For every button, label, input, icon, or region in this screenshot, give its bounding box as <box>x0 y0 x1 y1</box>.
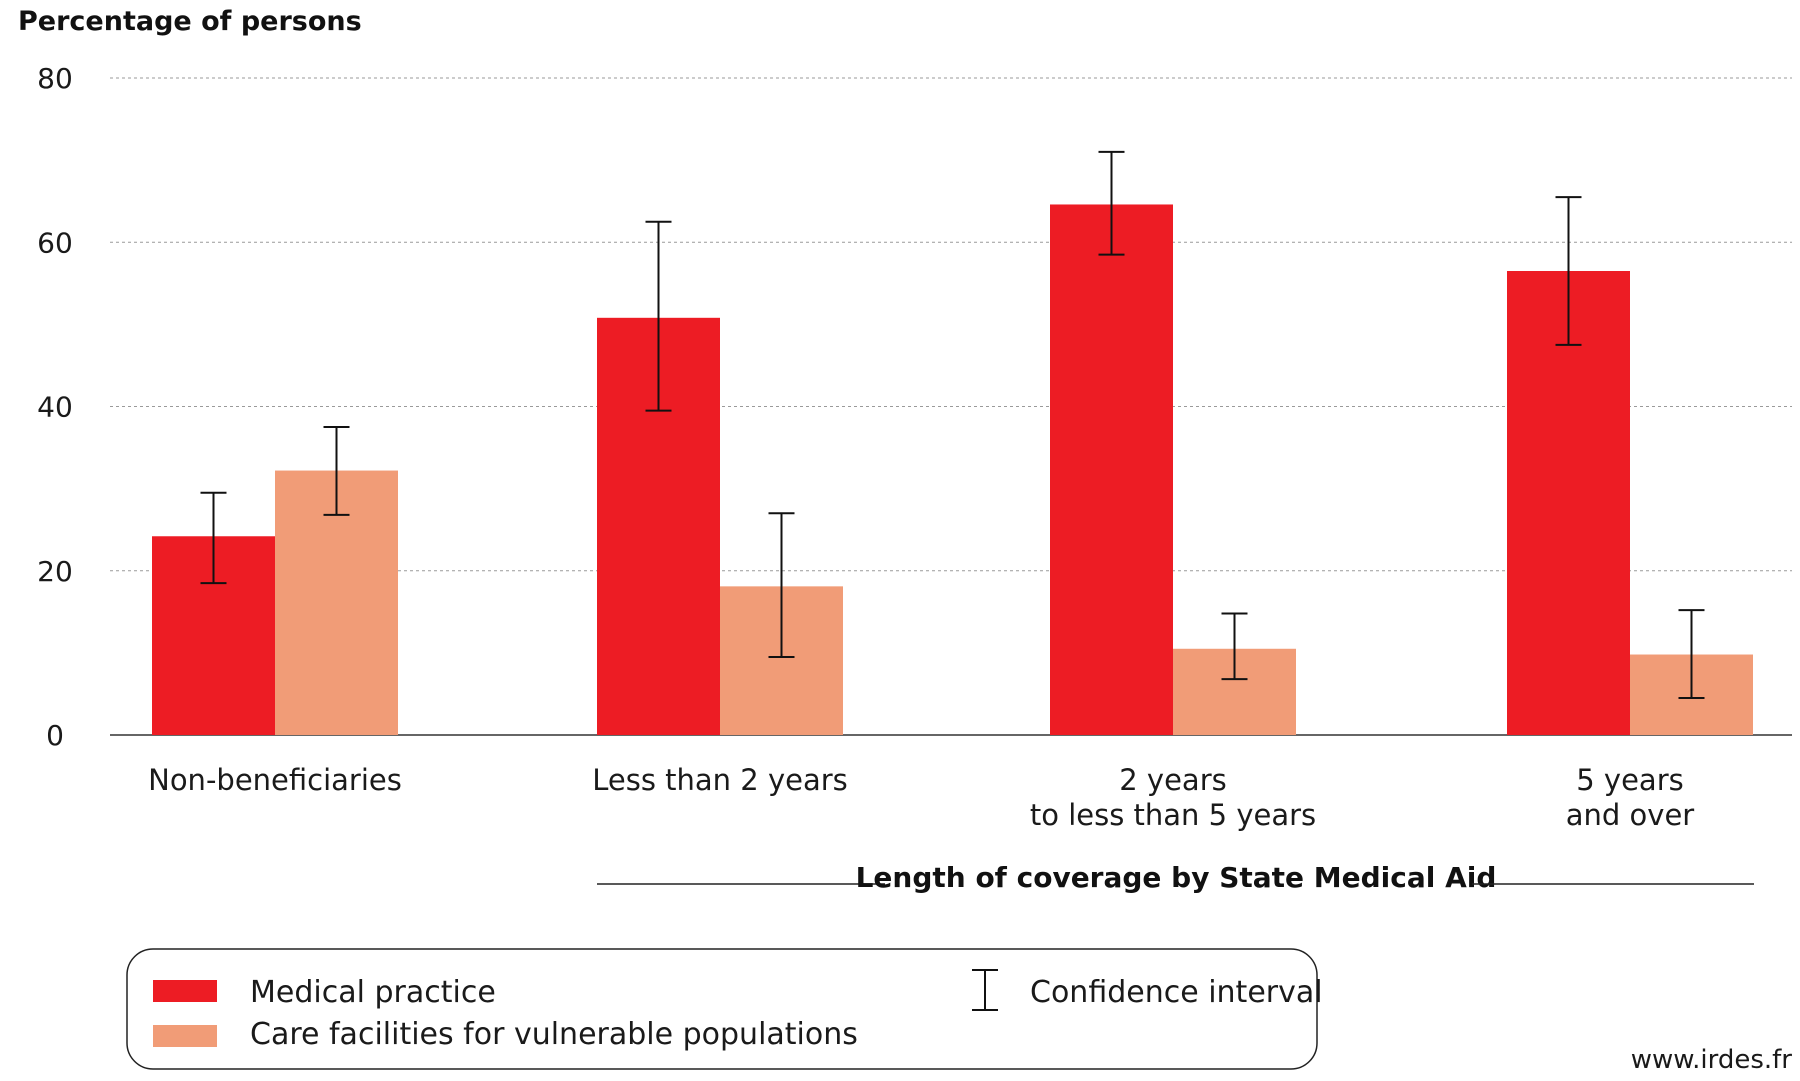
y-tick-label: 20 <box>37 555 73 588</box>
legend-swatch-care-facilities <box>153 1025 217 1047</box>
y-axis-title: Percentage of persons <box>18 6 362 37</box>
category-label: to less than 5 years <box>1030 798 1316 832</box>
category-label: and over <box>1566 798 1695 832</box>
legend-label-care-facilities: Care facilities for vulnerable populatio… <box>250 1017 858 1052</box>
category-label: 5 years <box>1576 763 1683 797</box>
category-labels: Non-beneficiaries Less than 2 years 2 year… <box>148 763 1694 832</box>
bars <box>152 204 1753 735</box>
error-bar-care-facilities-0 <box>323 426 350 516</box>
legend-label-medical-practice: Medical practice <box>250 975 496 1010</box>
gridlines <box>110 77 1792 572</box>
category-label: 2 years <box>1119 763 1226 797</box>
y-tick-label: 80 <box>37 62 73 95</box>
category-label: Less than 2 years <box>592 763 848 797</box>
error-bars <box>200 150 1705 700</box>
legend-swatch-medical-practice <box>153 980 217 1002</box>
error-bar-care-facilities-2 <box>1221 612 1248 681</box>
y-axis-ticks: 0 20 40 60 80 <box>37 62 73 752</box>
category-label: Non-beneficiaries <box>148 763 402 797</box>
bar-medical-practice-3 <box>1507 270 1630 735</box>
error-bar-medical-practice-0 <box>200 491 227 585</box>
legend-box <box>126 948 1318 1070</box>
source-url: www.irdes.fr <box>1631 1045 1793 1075</box>
y-tick-label: 40 <box>37 391 73 424</box>
y-tick-label: 60 <box>37 226 73 259</box>
legend-label-confidence-interval: Confidence interval <box>1030 975 1323 1010</box>
legend: Medical practice Care facilities for vul… <box>126 948 1323 1070</box>
y-tick-label: 0 <box>46 719 64 752</box>
error-bar-medical-practice-3 <box>1555 196 1582 346</box>
error-bar-care-facilities-3 <box>1678 609 1705 700</box>
error-bar-medical-practice-1 <box>645 220 672 412</box>
bar-medical-practice-2 <box>1050 204 1173 735</box>
error-bar-care-facilities-1 <box>768 512 795 658</box>
error-bar-medical-practice-2 <box>1098 150 1125 256</box>
x-axis-title: Length of coverage by State Medical Aid <box>856 861 1497 894</box>
confidence-interval-icon <box>972 969 998 1011</box>
